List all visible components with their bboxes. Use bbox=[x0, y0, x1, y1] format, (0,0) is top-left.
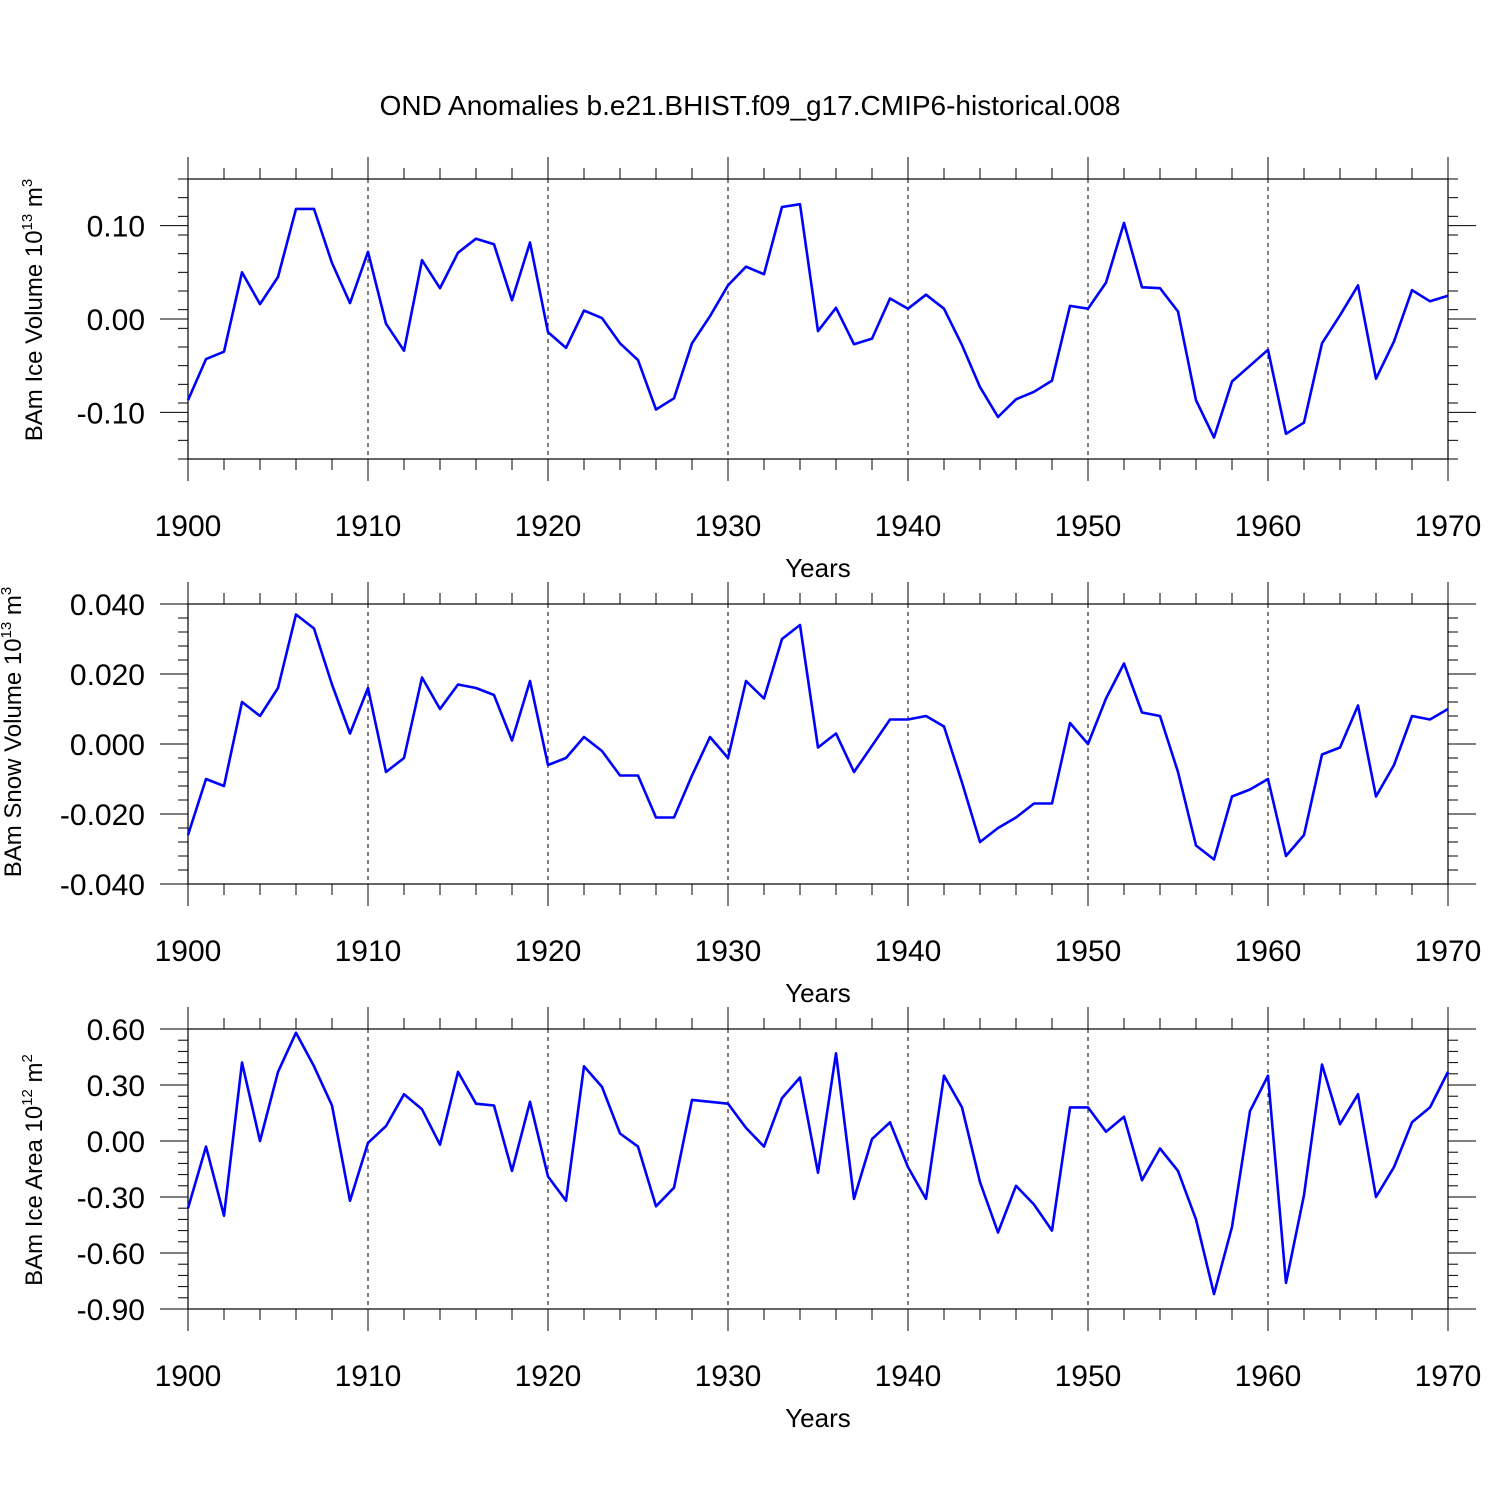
x-tick-label: 1950 bbox=[1055, 935, 1122, 968]
x-axis-label: Years bbox=[785, 1403, 851, 1433]
plot-frame bbox=[187, 1028, 1449, 1310]
x-tick-label: 1940 bbox=[875, 935, 942, 968]
series-line bbox=[186, 202, 1449, 439]
x-tick-label: 1900 bbox=[155, 935, 222, 968]
y-tick-label: -0.90 bbox=[77, 1294, 145, 1327]
x-tick-label: 1900 bbox=[155, 1360, 222, 1393]
series-line bbox=[186, 1031, 1450, 1296]
series-line bbox=[186, 613, 1449, 861]
x-tick-label: 1930 bbox=[695, 1360, 762, 1393]
y-axis-label: BAm Ice Volume 1013 m3 bbox=[19, 179, 48, 441]
x-tick-label: 1910 bbox=[335, 935, 402, 968]
y-tick-label: 0.10 bbox=[87, 211, 145, 244]
y-tick-label: 0.60 bbox=[87, 1014, 145, 1047]
x-tick-label: 1970 bbox=[1415, 510, 1482, 543]
y-tick-label: -0.020 bbox=[60, 799, 145, 832]
x-tick-label: 1970 bbox=[1415, 935, 1482, 968]
x-tick-label: 1960 bbox=[1235, 935, 1302, 968]
snow-volume-panel: -0.040 -0.020 0.000 0.020 0.040 1900 1910 1920 1… bbox=[0, 582, 1481, 1008]
x-axis-label: Years bbox=[785, 978, 851, 1008]
x-tick-label: 1910 bbox=[335, 1360, 402, 1393]
x-tick-label: 1960 bbox=[1235, 510, 1302, 543]
y-tick-label: 0.00 bbox=[87, 1126, 145, 1159]
ice-area-panel: -0.90 -0.60 -0.30 0.00 0.30 0.60 1900 1910 1920 1… bbox=[19, 1007, 1481, 1433]
x-tick-label: 1940 bbox=[875, 1360, 942, 1393]
y-tick-label: -0.040 bbox=[60, 869, 145, 902]
x-tick-label: 1920 bbox=[515, 935, 582, 968]
y-tick-label: 0.000 bbox=[70, 729, 145, 762]
x-tick-label: 1950 bbox=[1055, 1360, 1122, 1393]
chart-title: OND Anomalies b.e21.BHIST.f09_g17.CMIP6-… bbox=[380, 90, 1121, 121]
x-tick-label: 1920 bbox=[515, 1360, 582, 1393]
x-tick-label: 1930 bbox=[695, 935, 762, 968]
y-tick-label: 0.040 bbox=[70, 589, 145, 622]
ice-volume-panel: -0.10 0.00 0.10 1900 1910 1920 1930 1940 1950 196… bbox=[19, 157, 1481, 583]
plot-frame bbox=[187, 178, 1449, 460]
y-tick-label: -0.10 bbox=[77, 397, 145, 430]
y-tick-label: 0.30 bbox=[87, 1070, 145, 1103]
x-tick-label: 1930 bbox=[695, 510, 762, 543]
y-tick-label: -0.30 bbox=[77, 1182, 145, 1215]
x-axis-label: Years bbox=[785, 553, 851, 583]
x-tick-label: 1950 bbox=[1055, 510, 1122, 543]
y-tick-label: -0.60 bbox=[77, 1238, 145, 1271]
x-tick-label: 1940 bbox=[875, 510, 942, 543]
y-tick-label: 0.020 bbox=[70, 659, 145, 692]
x-tick-label: 1970 bbox=[1415, 1360, 1482, 1393]
y-tick-label: 0.00 bbox=[87, 304, 145, 337]
x-tick-label: 1920 bbox=[515, 510, 582, 543]
x-tick-label: 1910 bbox=[335, 510, 402, 543]
y-axis-label: BAm Ice Area 1012 m2 bbox=[19, 1054, 48, 1286]
x-tick-label: 1960 bbox=[1235, 1360, 1302, 1393]
y-axis-label: BAm Snow Volume 1013 m3 bbox=[0, 587, 27, 878]
x-tick-label: 1900 bbox=[155, 510, 222, 543]
